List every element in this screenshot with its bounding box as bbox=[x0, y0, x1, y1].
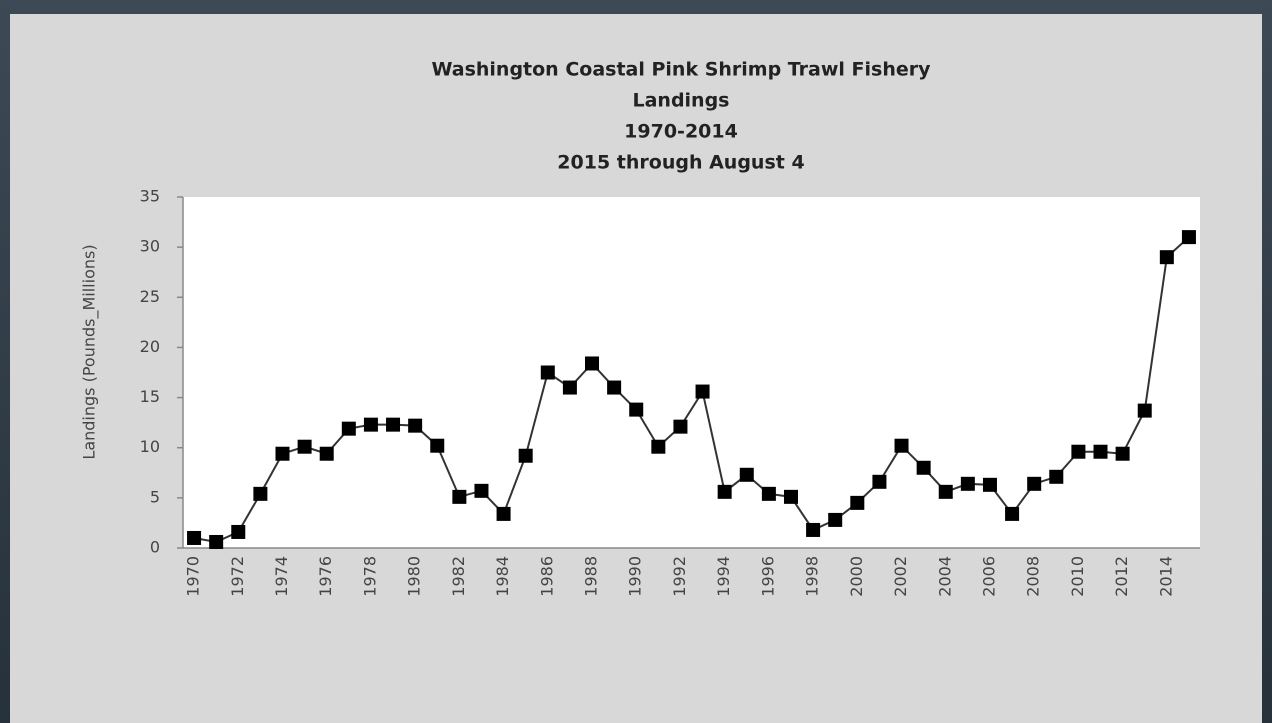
x-tick-label: 2002 bbox=[891, 556, 910, 597]
plot-area bbox=[183, 197, 1200, 548]
data-marker bbox=[629, 402, 644, 417]
x-tick-label: 2010 bbox=[1068, 556, 1087, 597]
data-marker bbox=[960, 476, 975, 491]
x-tick-label: 1996 bbox=[758, 556, 777, 597]
data-marker bbox=[275, 446, 290, 461]
data-marker bbox=[1071, 444, 1086, 459]
data-marker bbox=[1159, 250, 1174, 265]
y-tick-label: 5 bbox=[150, 487, 160, 506]
x-tick-label: 2012 bbox=[1112, 556, 1131, 597]
x-tick-label: 1982 bbox=[449, 556, 468, 597]
data-marker bbox=[496, 506, 511, 521]
data-marker bbox=[474, 483, 489, 498]
y-tick-label: 20 bbox=[140, 337, 160, 356]
x-tick-label: 2014 bbox=[1156, 556, 1175, 597]
x-tick-label: 2008 bbox=[1024, 556, 1043, 597]
data-line bbox=[193, 236, 1190, 544]
data-marker bbox=[872, 474, 887, 489]
data-marker bbox=[916, 460, 931, 475]
data-marker bbox=[430, 438, 445, 453]
x-tick-label: 1986 bbox=[537, 556, 556, 597]
y-tick-label: 15 bbox=[140, 387, 160, 406]
data-marker bbox=[850, 495, 865, 510]
data-marker bbox=[540, 365, 555, 380]
x-tick-label: 1978 bbox=[360, 556, 379, 597]
data-marker bbox=[828, 512, 843, 527]
data-marker bbox=[253, 486, 268, 501]
y-tick-label: 35 bbox=[140, 187, 160, 206]
y-tick-label: 10 bbox=[140, 437, 160, 456]
x-tick-label: 1972 bbox=[228, 556, 247, 597]
data-marker bbox=[894, 438, 909, 453]
data-marker bbox=[408, 418, 423, 433]
y-tick-label: 0 bbox=[150, 538, 160, 557]
y-tick-label: 30 bbox=[140, 237, 160, 256]
data-marker bbox=[319, 446, 334, 461]
x-tick-label: 1990 bbox=[626, 556, 645, 597]
data-marker bbox=[783, 489, 798, 504]
x-tick-label: 1988 bbox=[582, 556, 601, 597]
x-tick-label: 2004 bbox=[935, 556, 954, 597]
x-tick-label: 1994 bbox=[714, 556, 733, 597]
y-tick-label: 25 bbox=[140, 287, 160, 306]
data-marker bbox=[1049, 469, 1064, 484]
x-tick-label: 2000 bbox=[847, 556, 866, 597]
data-marker bbox=[1005, 506, 1020, 521]
data-marker bbox=[717, 484, 732, 499]
data-marker bbox=[607, 380, 622, 395]
x-tick-label: 1970 bbox=[184, 556, 203, 597]
data-marker bbox=[187, 530, 202, 545]
y-axis-title: Landings (Pounds_Millions) bbox=[80, 244, 100, 459]
data-marker bbox=[452, 489, 467, 504]
data-marker bbox=[1093, 444, 1108, 459]
data-marker bbox=[982, 477, 997, 492]
data-marker bbox=[1115, 446, 1130, 461]
data-marker bbox=[761, 486, 776, 501]
data-marker bbox=[231, 524, 246, 539]
data-marker bbox=[341, 421, 356, 436]
data-marker bbox=[673, 419, 688, 434]
x-tick-label: 1980 bbox=[405, 556, 424, 597]
x-tick-label: 1974 bbox=[272, 556, 291, 597]
chart-title: 1970-2014 bbox=[624, 121, 738, 143]
x-tick-label: 1998 bbox=[803, 556, 822, 597]
data-marker bbox=[1137, 403, 1152, 418]
chart-title: 2015 through August 4 bbox=[557, 152, 804, 174]
data-marker bbox=[1027, 476, 1042, 491]
data-marker bbox=[585, 356, 600, 371]
chart-title: Landings bbox=[632, 90, 729, 112]
data-marker bbox=[806, 522, 821, 537]
x-tick-label: 1976 bbox=[316, 556, 335, 597]
data-marker bbox=[938, 484, 953, 499]
data-marker bbox=[651, 439, 666, 454]
data-marker bbox=[209, 534, 224, 549]
x-tick-label: 1992 bbox=[670, 556, 689, 597]
data-marker bbox=[518, 448, 533, 463]
data-marker bbox=[297, 439, 312, 454]
data-marker bbox=[1181, 230, 1196, 245]
data-marker bbox=[386, 417, 401, 432]
data-marker bbox=[695, 384, 710, 399]
chart-title: Washington Coastal Pink Shrimp Trawl Fis… bbox=[431, 59, 931, 81]
x-tick-label: 2006 bbox=[979, 556, 998, 597]
data-marker bbox=[363, 417, 378, 432]
x-tick-label: 1984 bbox=[493, 556, 512, 597]
data-marker bbox=[562, 380, 577, 395]
data-marker bbox=[739, 467, 754, 482]
